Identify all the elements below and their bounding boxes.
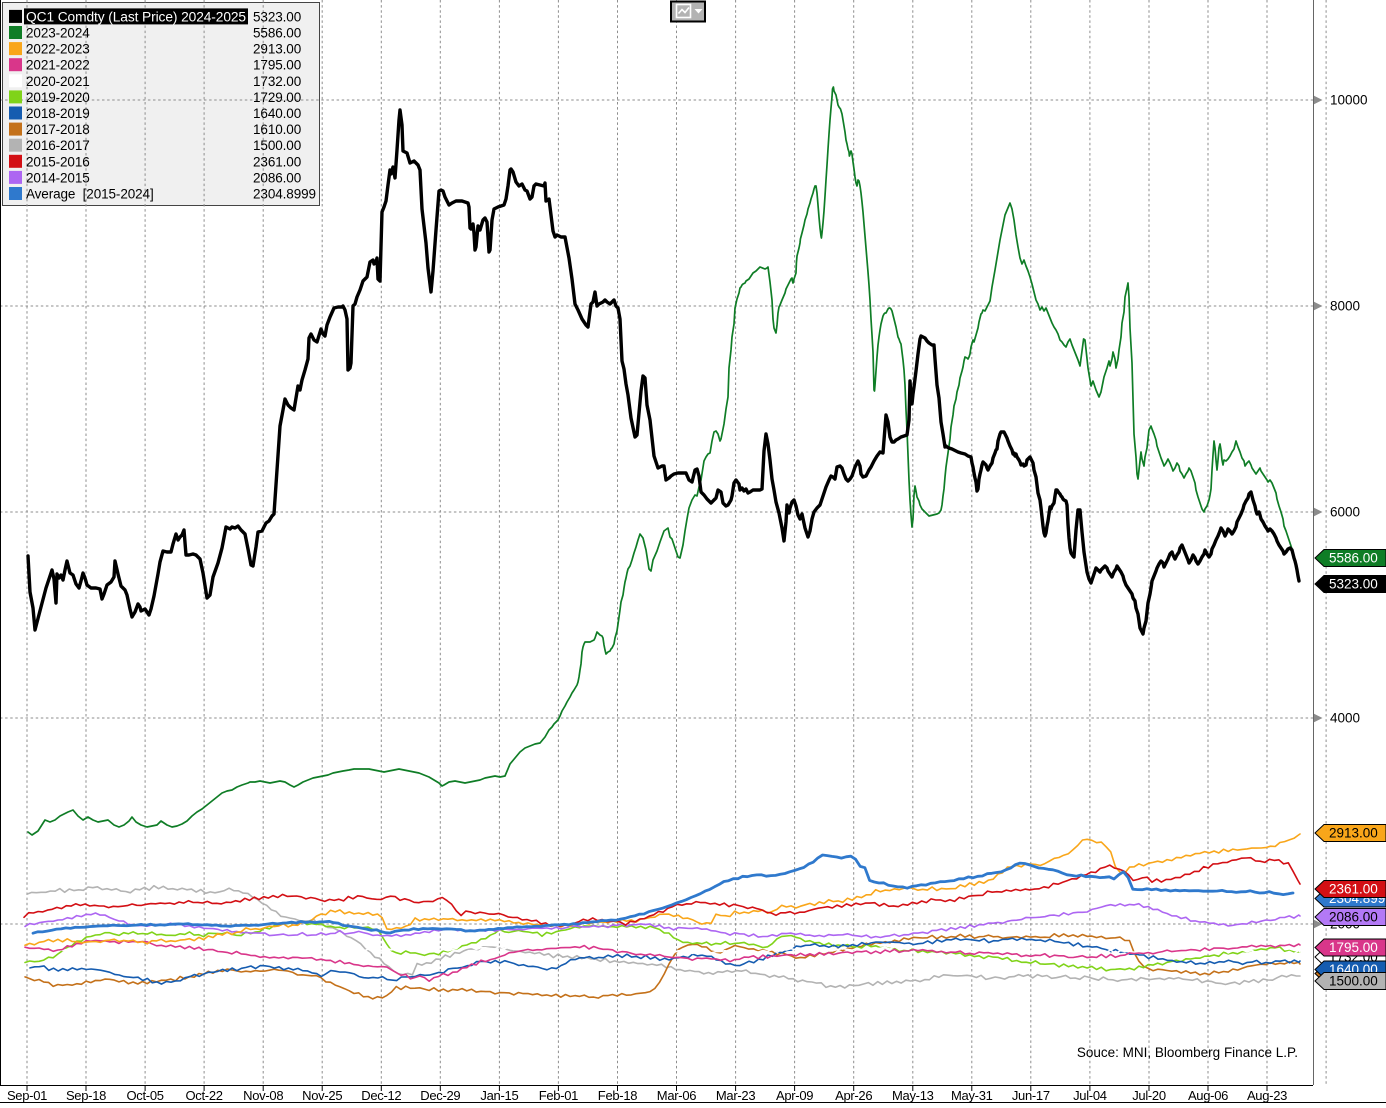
svg-text:Jul-20: Jul-20 (1132, 1088, 1166, 1103)
svg-text:Oct-22: Oct-22 (185, 1088, 222, 1103)
svg-text:Nov-25: Nov-25 (302, 1088, 342, 1103)
svg-text:2017-2018: 2017-2018 (26, 122, 90, 137)
svg-text:5586.00: 5586.00 (1329, 551, 1378, 566)
svg-text:Oct-05: Oct-05 (126, 1088, 163, 1103)
svg-text:1729.00: 1729.00 (253, 90, 301, 105)
svg-text:Sep-01: Sep-01 (7, 1088, 47, 1103)
svg-text:2086.00: 2086.00 (253, 170, 301, 185)
svg-text:May-31: May-31 (951, 1088, 993, 1103)
svg-text:2023-2024: 2023-2024 (26, 26, 90, 41)
svg-text:5586.00: 5586.00 (253, 26, 301, 41)
svg-text:2304.8999: 2304.8999 (253, 187, 316, 202)
svg-text:Apr-09: Apr-09 (776, 1088, 813, 1103)
svg-text:Souce: MNI, Bloomberg Finance: Souce: MNI, Bloomberg Finance L.P. (1077, 1045, 1298, 1060)
svg-text:2016-2017: 2016-2017 (26, 138, 90, 153)
svg-text:QC1 Comdty (Last Price) 2024-2: QC1 Comdty (Last Price) 2024-2025 (26, 9, 246, 24)
svg-text:1795.00: 1795.00 (1329, 940, 1378, 955)
svg-text:2015-2016: 2015-2016 (26, 154, 90, 169)
svg-text:2361.00: 2361.00 (253, 154, 301, 169)
svg-text:2913.00: 2913.00 (1329, 826, 1378, 841)
svg-text:Sep-18: Sep-18 (66, 1088, 106, 1103)
svg-text:Feb-18: Feb-18 (598, 1088, 637, 1103)
svg-text:1500.00: 1500.00 (1329, 974, 1378, 989)
svg-text:1640.00: 1640.00 (253, 106, 301, 121)
svg-text:1732.00: 1732.00 (253, 74, 301, 89)
svg-text:Nov-08: Nov-08 (243, 1088, 283, 1103)
svg-text:10000: 10000 (1330, 93, 1368, 108)
svg-text:2019-2020: 2019-2020 (26, 90, 90, 105)
svg-text:Average [2015-2024]: Average [2015-2024] (26, 187, 154, 202)
svg-text:Feb-01: Feb-01 (539, 1088, 578, 1103)
svg-text:5323.00: 5323.00 (253, 9, 301, 24)
svg-text:2913.00: 2913.00 (253, 42, 301, 57)
svg-text:2014-2015: 2014-2015 (26, 170, 90, 185)
svg-text:1795.00: 1795.00 (253, 58, 301, 73)
svg-text:2020-2021: 2020-2021 (26, 74, 90, 89)
svg-text:Jan-15: Jan-15 (480, 1088, 518, 1103)
svg-text:Aug-06: Aug-06 (1188, 1088, 1228, 1103)
svg-text:2086.00: 2086.00 (1329, 910, 1378, 925)
svg-text:Aug-23: Aug-23 (1247, 1088, 1287, 1103)
svg-text:2021-2022: 2021-2022 (26, 58, 90, 73)
svg-text:Jul-04: Jul-04 (1073, 1088, 1107, 1103)
svg-text:5323.00: 5323.00 (1329, 577, 1378, 592)
svg-text:Dec-29: Dec-29 (420, 1088, 460, 1103)
svg-text:Apr-26: Apr-26 (835, 1088, 872, 1103)
svg-text:1610.00: 1610.00 (253, 122, 301, 137)
svg-text:2018-2019: 2018-2019 (26, 106, 90, 121)
svg-text:2022-2023: 2022-2023 (26, 42, 90, 57)
svg-text:Mar-06: Mar-06 (657, 1088, 696, 1103)
svg-text:Jun-17: Jun-17 (1012, 1088, 1050, 1103)
svg-text:6000: 6000 (1330, 505, 1360, 520)
svg-text:May-13: May-13 (892, 1088, 934, 1103)
svg-text:Mar-23: Mar-23 (716, 1088, 755, 1103)
svg-text:1500.00: 1500.00 (253, 138, 301, 153)
svg-text:8000: 8000 (1330, 299, 1360, 314)
svg-text:4000: 4000 (1330, 711, 1360, 726)
svg-text:2361.00: 2361.00 (1329, 882, 1378, 897)
svg-text:Dec-12: Dec-12 (361, 1088, 401, 1103)
